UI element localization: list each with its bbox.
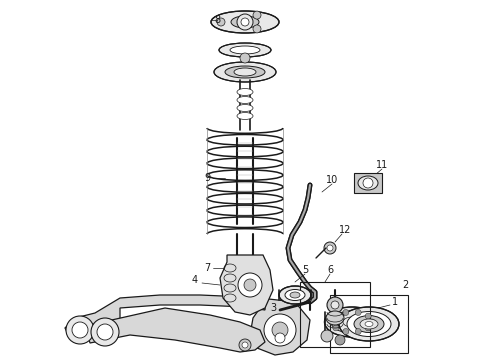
Ellipse shape xyxy=(365,321,373,327)
Ellipse shape xyxy=(324,307,379,337)
Ellipse shape xyxy=(343,317,361,327)
Circle shape xyxy=(333,325,339,331)
Circle shape xyxy=(329,319,335,325)
Circle shape xyxy=(333,313,339,319)
Ellipse shape xyxy=(279,286,311,304)
Circle shape xyxy=(244,279,256,291)
Circle shape xyxy=(241,18,249,26)
Ellipse shape xyxy=(347,311,391,337)
Ellipse shape xyxy=(358,176,378,190)
Ellipse shape xyxy=(354,315,384,333)
Ellipse shape xyxy=(360,319,378,329)
Circle shape xyxy=(240,53,250,63)
Ellipse shape xyxy=(230,46,260,54)
Text: 9: 9 xyxy=(204,173,210,183)
Ellipse shape xyxy=(237,112,253,120)
Polygon shape xyxy=(250,298,310,355)
Circle shape xyxy=(363,178,373,188)
Text: 12: 12 xyxy=(339,225,351,235)
Polygon shape xyxy=(85,308,265,352)
Ellipse shape xyxy=(285,289,305,301)
Circle shape xyxy=(365,313,371,319)
Text: 11: 11 xyxy=(376,160,388,170)
Circle shape xyxy=(242,342,248,348)
Circle shape xyxy=(264,314,296,346)
Text: 7: 7 xyxy=(204,263,210,273)
Ellipse shape xyxy=(231,16,259,28)
Circle shape xyxy=(253,11,261,19)
Circle shape xyxy=(369,319,375,325)
Ellipse shape xyxy=(339,307,399,341)
Text: 3: 3 xyxy=(270,303,276,313)
Ellipse shape xyxy=(234,68,256,76)
Circle shape xyxy=(237,14,253,30)
Circle shape xyxy=(335,335,345,345)
Polygon shape xyxy=(65,295,265,340)
Circle shape xyxy=(321,330,333,342)
Circle shape xyxy=(343,310,349,315)
Circle shape xyxy=(253,25,261,33)
Ellipse shape xyxy=(237,96,253,104)
Text: 4: 4 xyxy=(192,275,198,285)
Ellipse shape xyxy=(326,311,344,325)
Circle shape xyxy=(355,310,361,315)
Circle shape xyxy=(217,18,225,26)
Text: 5: 5 xyxy=(302,265,308,275)
Circle shape xyxy=(239,339,251,351)
Ellipse shape xyxy=(290,292,300,298)
Circle shape xyxy=(66,316,94,344)
Circle shape xyxy=(324,242,336,254)
Text: 2: 2 xyxy=(402,280,408,290)
Text: 1: 1 xyxy=(392,297,398,307)
Circle shape xyxy=(327,245,333,251)
Circle shape xyxy=(275,333,285,343)
Circle shape xyxy=(365,325,371,331)
Circle shape xyxy=(331,301,339,309)
Circle shape xyxy=(97,324,113,340)
Polygon shape xyxy=(220,255,273,315)
Circle shape xyxy=(238,273,262,297)
Text: 8: 8 xyxy=(214,15,220,25)
Ellipse shape xyxy=(237,89,253,95)
Bar xyxy=(300,282,370,347)
Ellipse shape xyxy=(219,43,271,57)
Text: 10: 10 xyxy=(326,175,338,185)
Circle shape xyxy=(91,318,119,346)
Circle shape xyxy=(327,297,343,313)
Circle shape xyxy=(343,329,349,334)
Ellipse shape xyxy=(211,11,279,33)
Circle shape xyxy=(72,322,88,338)
Ellipse shape xyxy=(237,104,253,112)
Ellipse shape xyxy=(331,311,373,333)
Ellipse shape xyxy=(337,314,367,330)
Ellipse shape xyxy=(225,66,265,78)
Circle shape xyxy=(355,329,361,334)
Bar xyxy=(354,173,382,193)
Ellipse shape xyxy=(214,62,276,82)
Text: 6: 6 xyxy=(327,265,333,275)
Bar xyxy=(330,295,408,353)
Circle shape xyxy=(272,322,288,338)
